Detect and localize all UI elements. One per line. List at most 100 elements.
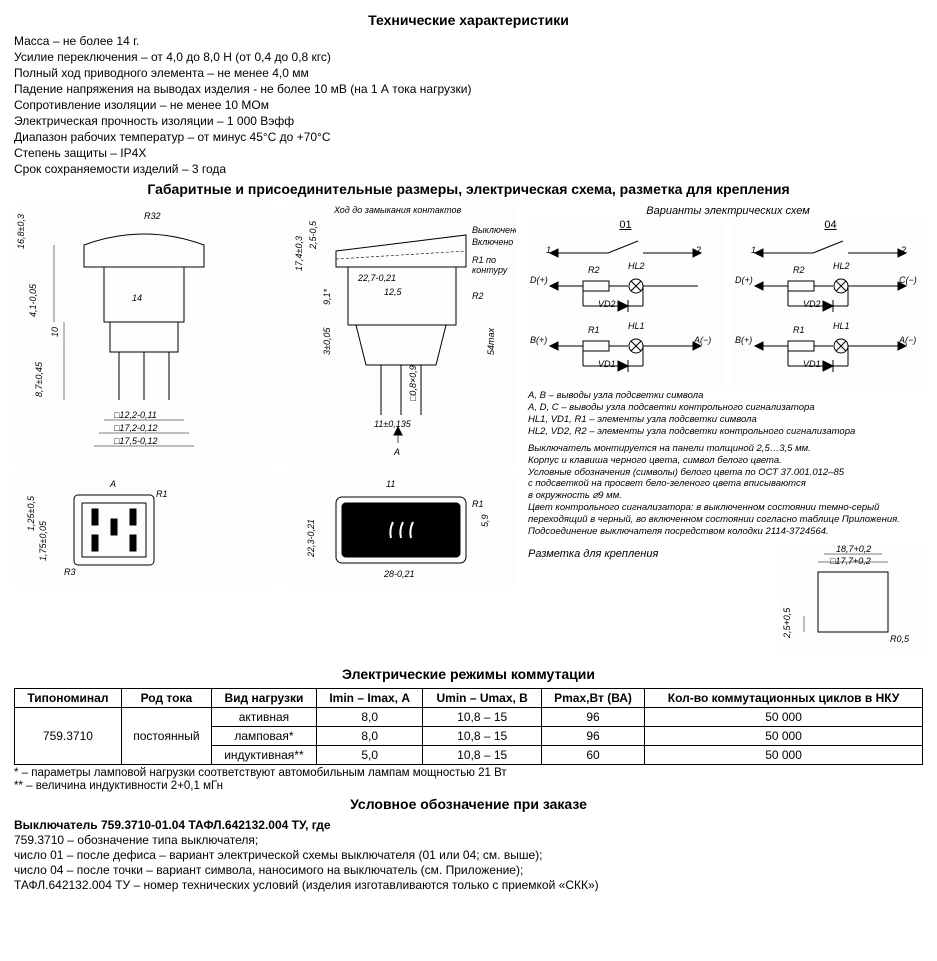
schematic-heading: Варианты электрических схем — [528, 205, 928, 217]
spec-line: Полный ход приводного элемента – не мене… — [14, 66, 923, 81]
front-view-drawing: R32 16,8±0,3 4,1-0,05 14 10 8,7±0,45 □12… — [14, 205, 274, 465]
term-2b: 2 — [901, 245, 906, 255]
dim-11-0135: 11±0,135 — [374, 419, 411, 429]
on-label: Включено — [472, 237, 513, 247]
order-line: число 04 – после точки – вариант символа… — [14, 863, 923, 877]
spec-line: Электрическая прочность изоляции – 1 000… — [14, 114, 923, 129]
schematic-legend: А, В – выводы узла подсветки символа А, … — [528, 391, 928, 438]
spec-line: Диапазон рабочих температур – от минус 4… — [14, 130, 923, 145]
dim-sq17-2: □17,2-0,12 — [114, 423, 157, 433]
order-line: Выключатель 759.3710-01.04 ТАФЛ.642132.0… — [14, 818, 923, 832]
term-dplus: D(+) — [530, 275, 548, 285]
vd2-text: VD2 — [598, 299, 616, 309]
term-bplus-b: B(+) — [735, 335, 752, 345]
bottom-view-drawing: 1,25±0,5 1,75±0,05 R3 R1 А — [14, 475, 274, 585]
dim-5-9: 5,9 — [480, 514, 490, 527]
dim-1-75: 1,75±0,05 — [38, 521, 48, 561]
order-line: 759.3710 – обозначение типа выключателя; — [14, 833, 923, 847]
cell-load: индуктивная** — [211, 746, 316, 765]
mount-18-7: 18,7+0,2 — [836, 544, 871, 554]
dim-r1c: R1 — [156, 489, 168, 499]
order-line: число 01 – после дефиса – вариант электр… — [14, 848, 923, 862]
cell-i: 8,0 — [316, 727, 422, 746]
mount-heading: Разметка для крепления — [528, 544, 778, 560]
term-dplus-b: D(+) — [735, 275, 753, 285]
r1-text-b: R1 — [793, 325, 805, 335]
schematic-01: 01 — [528, 217, 723, 387]
r2-label: R2 — [472, 291, 484, 301]
term-1b: 1 — [751, 245, 756, 255]
diagram-row: R32 16,8±0,3 4,1-0,05 14 10 8,7±0,45 □12… — [14, 205, 923, 654]
cell-i: 5,0 — [316, 746, 422, 765]
spec-line: Падение напряжения на выводах изделия - … — [14, 82, 923, 97]
cell-current-kind: постоянный — [121, 708, 211, 765]
dimensions-heading: Габаритные и присоединительные размеры, … — [14, 181, 923, 197]
r2-text: R2 — [588, 265, 600, 275]
cell-i: 8,0 — [316, 708, 422, 727]
legend-line: HL1, VD1, R1 – элементы узла подсветки с… — [528, 415, 928, 426]
side-view-drawing: Ход до замыкания контактов Выключено Вкл… — [286, 205, 516, 465]
spec-line: Срок сохраняемости изделий – 3 года — [14, 162, 923, 177]
note-line: Условные обозначения (символы) белого цв… — [528, 468, 928, 479]
hl2-text-b: HL2 — [833, 261, 850, 271]
col-cycles: Кол-во коммутационных циклов в НКУ — [645, 689, 923, 708]
term-aminus: A(−) — [694, 335, 711, 345]
dim-16-8: 16,8±0,3 — [16, 214, 26, 249]
mounting-notes: Выключатель монтируется на панели толщин… — [528, 444, 928, 538]
dim-3-05: 3±0,05 — [322, 328, 332, 355]
dim-22-7: 22,7-0,21 — [358, 273, 396, 283]
variant-04-label: 04 — [733, 219, 928, 231]
term-1: 1 — [546, 245, 551, 255]
elec-modes-table: Типономинал Род тока Вид нагрузки Imin –… — [14, 688, 923, 765]
tech-specs-heading: Технические характеристики — [14, 12, 923, 28]
vd1-text-b: VD1 — [803, 359, 821, 369]
dim-r32: R32 — [144, 211, 161, 221]
term-cminus: C(−) — [899, 275, 917, 285]
hl1-text-b: HL1 — [833, 321, 850, 331]
order-code-heading: Условное обозначение при заказе — [14, 796, 923, 812]
hl1-text: HL1 — [628, 321, 645, 331]
cell-p: 96 — [541, 727, 644, 746]
cell-u: 10,8 – 15 — [423, 746, 542, 765]
elec-modes-heading: Электрические режимы коммутации — [14, 666, 923, 682]
footnote-dstar: ** – величина индуктивности 2+0,1 мГн — [14, 780, 923, 792]
term-bplus: B(+) — [530, 335, 547, 345]
col-i: Imin – Imax, А — [316, 689, 422, 708]
dim-4-1: 4,1-0,05 — [28, 284, 38, 317]
schematic-04: 04 — [733, 217, 928, 387]
table-footnotes: * – параметры ламповой нагрузки соответс… — [14, 767, 923, 792]
dim-r3: R3 — [64, 567, 76, 577]
col-p: Pmax,Вт (ВА) — [541, 689, 644, 708]
button-face-drawing: 11 R1 5,9 22,3-0,21 28-0,21 — [286, 475, 516, 585]
view-a-label: А — [110, 479, 116, 489]
dim-sq12-2: □12,2-0,11 — [114, 410, 157, 420]
dim-14: 14 — [132, 293, 142, 303]
dim-sq-08-09: □0,8×0,9 — [408, 365, 418, 401]
order-line: ТАФЛ.642132.004 ТУ – номер технических у… — [14, 878, 923, 892]
cell-cycles: 50 000 — [645, 708, 923, 727]
r2-text-b: R2 — [793, 265, 805, 275]
r1-text: R1 — [588, 325, 600, 335]
variant-01-label: 01 — [528, 219, 723, 231]
footnote-star: * – параметры ламповой нагрузки соответс… — [14, 767, 923, 779]
mounting-mark-drawing: 18,7+0,2 □17,7+0,2 2,5+0,5 R0,5 — [778, 544, 928, 654]
dim-54max: 54max — [486, 328, 496, 355]
spec-line: Степень защиты – IP4X — [14, 146, 923, 161]
dim-8-7: 8,7±0,45 — [34, 362, 44, 397]
dim-17-4: 17,4±0,3 — [294, 236, 304, 271]
dim-10: 10 — [50, 327, 60, 337]
mount-sq17-7: □17,7+0,2 — [830, 556, 871, 566]
dim-11: 11 — [386, 479, 395, 489]
cell-cycles: 50 000 — [645, 746, 923, 765]
cell-p: 96 — [541, 708, 644, 727]
note-line: Подсоединение выключателя посредством ко… — [528, 527, 928, 538]
dim-22-3: 22,3-0,21 — [306, 519, 316, 557]
term-aminus-b: A(−) — [899, 335, 916, 345]
dim-2-5: 2,5-0,5 — [308, 221, 318, 249]
note-line: Выключатель монтируется на панели толщин… — [528, 444, 928, 455]
vd1-text: VD1 — [598, 359, 616, 369]
legend-line: А, В – выводы узла подсветки символа — [528, 391, 928, 402]
spec-line: Усилие переключения – от 4,0 до 8,0 Н (о… — [14, 50, 923, 65]
arrow-a: А — [394, 447, 400, 457]
order-code-block: Выключатель 759.3710-01.04 ТАФЛ.642132.0… — [14, 818, 923, 892]
